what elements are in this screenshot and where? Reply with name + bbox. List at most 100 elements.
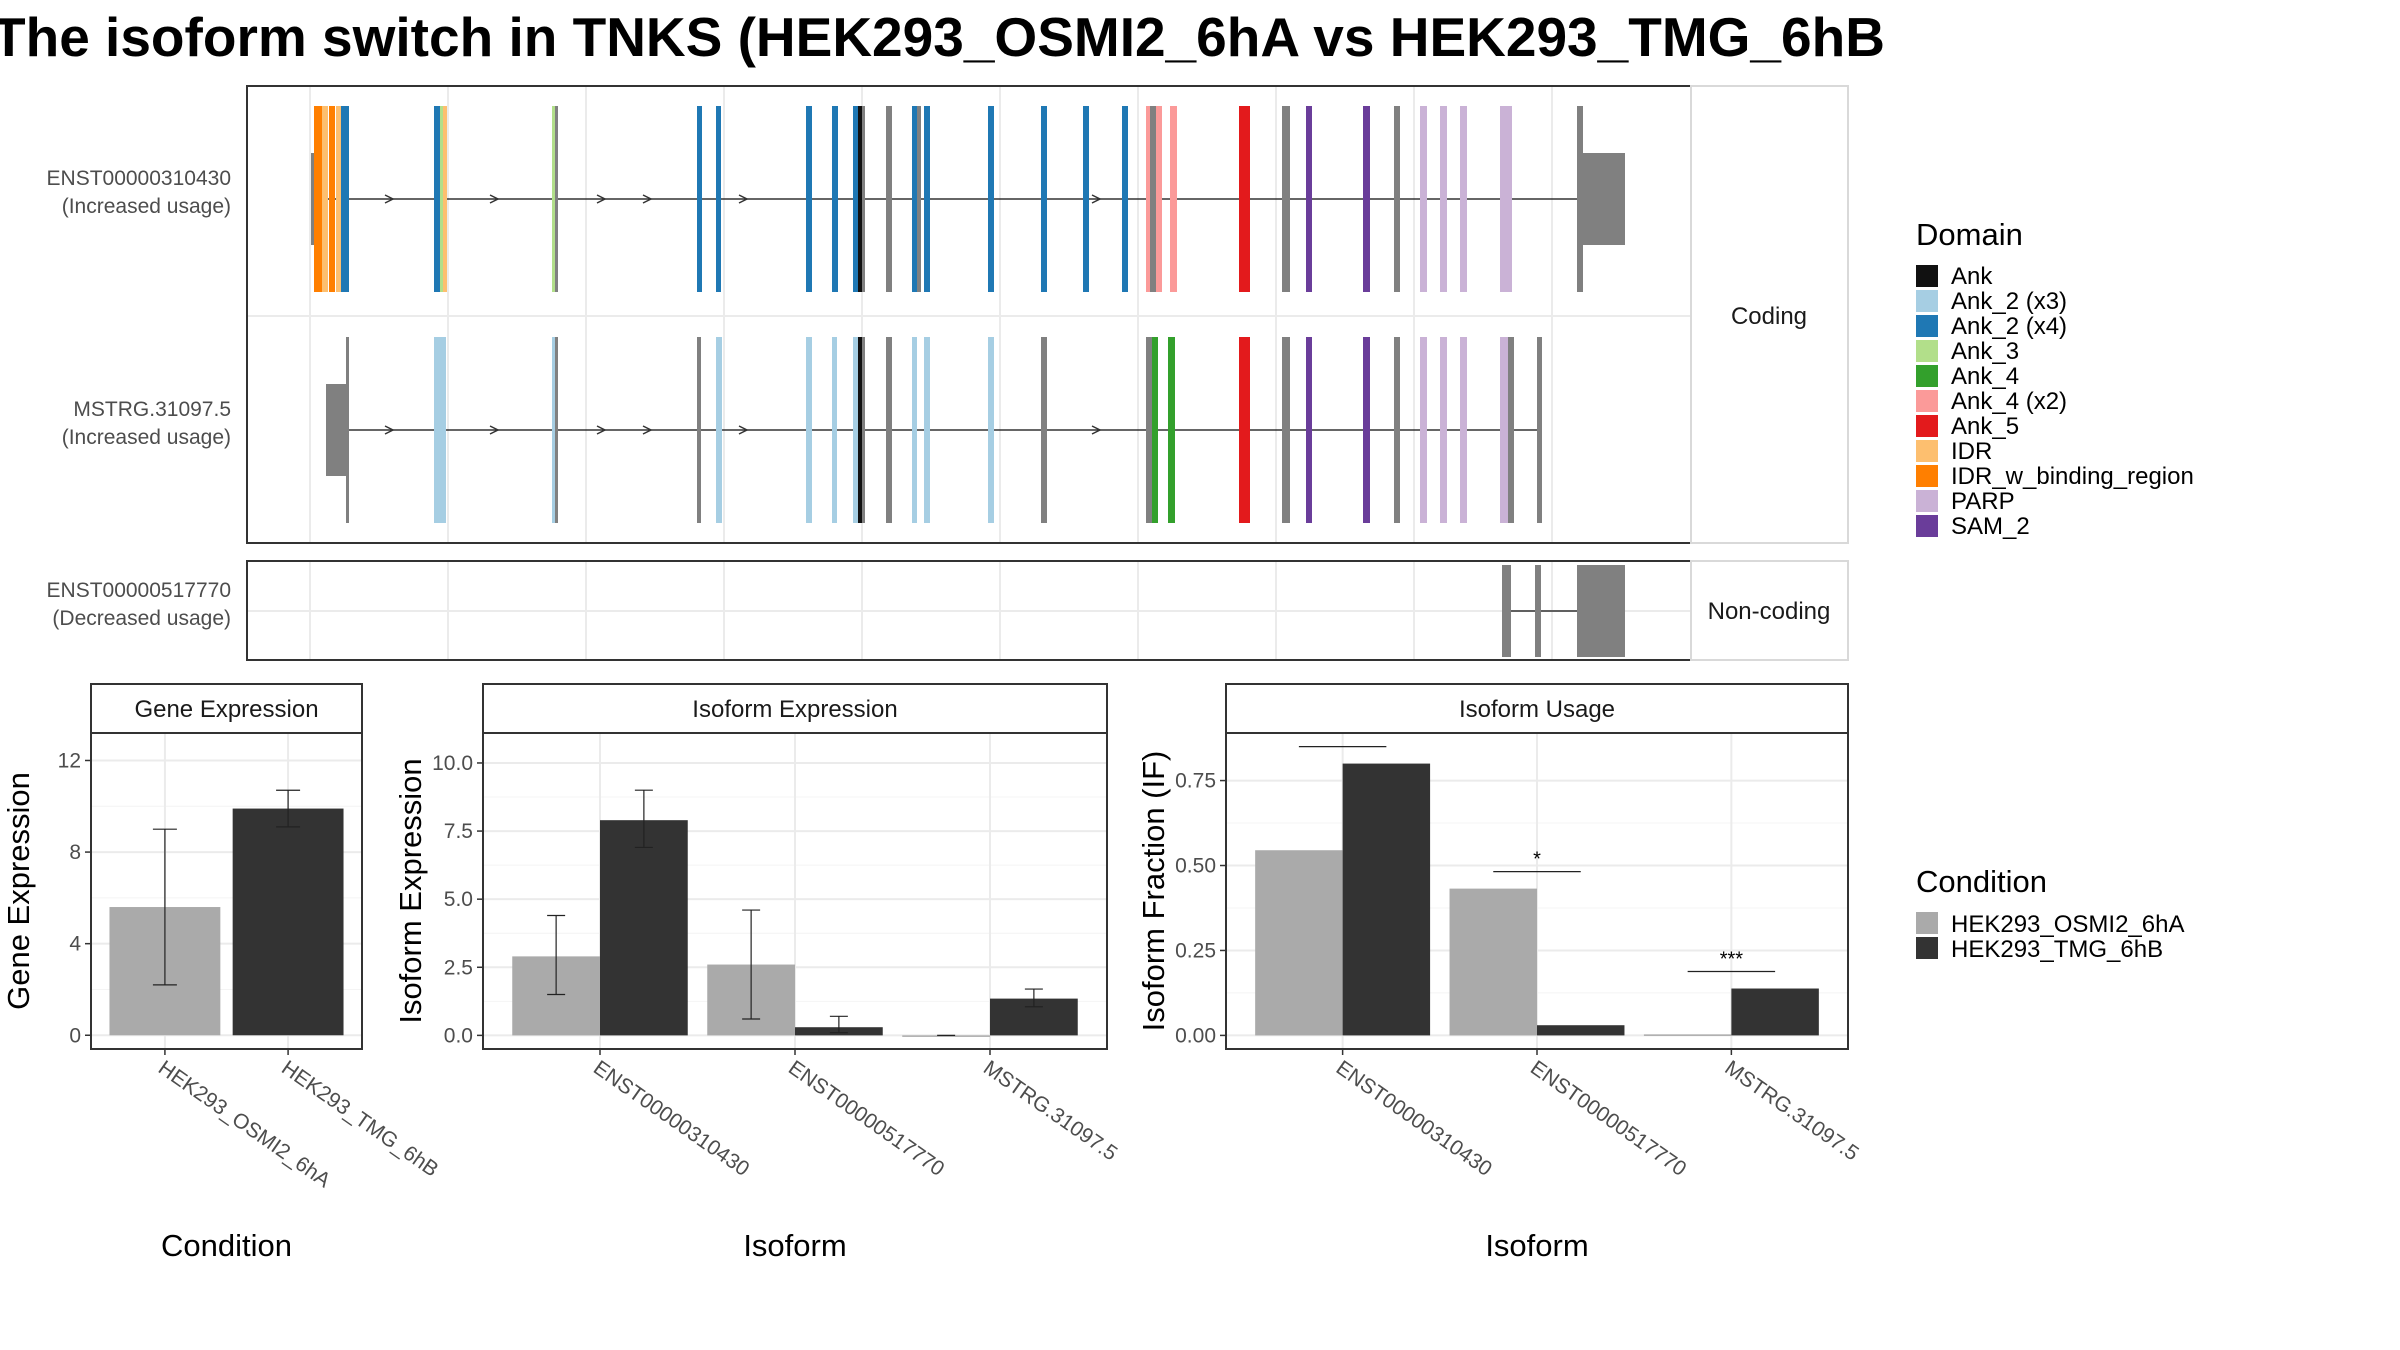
panel-strip-label: Gene Expression bbox=[134, 696, 318, 723]
y-tick-label: 0 bbox=[69, 1024, 81, 1047]
bar bbox=[1731, 988, 1819, 1036]
exon bbox=[1440, 337, 1447, 523]
exon bbox=[862, 337, 865, 523]
exon bbox=[1146, 337, 1152, 523]
exon bbox=[832, 337, 837, 523]
bar bbox=[1449, 888, 1537, 1036]
domain-legend-label: IDR bbox=[1951, 438, 1992, 465]
y-tick-label: 0.75 bbox=[1175, 770, 1216, 793]
exon bbox=[1500, 337, 1508, 523]
exon bbox=[858, 337, 862, 523]
x-axis-title: Isoform bbox=[1485, 1228, 1588, 1263]
y-axis-title: Isoform Expression bbox=[393, 758, 428, 1023]
utr-exon bbox=[1577, 565, 1625, 657]
condition-legend-key-1 bbox=[1916, 912, 1938, 934]
domain-legend-key bbox=[1916, 340, 1938, 362]
exon bbox=[1535, 565, 1541, 657]
exon bbox=[434, 337, 446, 523]
exon bbox=[716, 106, 721, 292]
coding-strip bbox=[1690, 85, 1849, 544]
noncoding-strip-label: Non-coding bbox=[1708, 598, 1831, 625]
exon bbox=[1420, 106, 1427, 292]
x-tick-label: ENST00000517770 bbox=[784, 1056, 948, 1181]
exon bbox=[832, 106, 838, 292]
exon bbox=[853, 106, 858, 292]
bar bbox=[902, 1035, 990, 1037]
exon bbox=[1156, 106, 1162, 292]
x-tick-label: ENST00000310430 bbox=[1332, 1056, 1496, 1181]
exon bbox=[1420, 337, 1427, 523]
condition-legend-title: Condition bbox=[1916, 864, 2047, 899]
transcript-structure-panel: Coding Non-coding ENST00000310430 (Increase… bbox=[47, 85, 1849, 661]
exon bbox=[886, 106, 892, 292]
x-axis-title: Condition bbox=[161, 1228, 292, 1263]
domain-legend-key bbox=[1916, 490, 1938, 512]
domain-legend-key bbox=[1916, 315, 1938, 337]
exon bbox=[1239, 337, 1244, 523]
exon bbox=[552, 337, 557, 523]
transcript-label: ENST00000310430 bbox=[47, 167, 231, 190]
utr-exon bbox=[1583, 153, 1625, 245]
exon bbox=[1394, 106, 1400, 292]
exon bbox=[1363, 106, 1370, 292]
exon bbox=[336, 106, 341, 292]
transcript-sublabel: (Increased usage) bbox=[62, 426, 231, 449]
exon bbox=[853, 337, 858, 523]
exon bbox=[440, 106, 443, 292]
x-tick-label: MSTRG.31097.5 bbox=[979, 1056, 1121, 1165]
panel-strip bbox=[1225, 683, 1849, 734]
exon bbox=[1460, 106, 1467, 292]
domain-legend-key bbox=[1916, 440, 1938, 462]
domain-legend-label: Ank_2 (x3) bbox=[1951, 288, 2067, 315]
intron-arrow bbox=[738, 425, 749, 435]
domain-legend-label: Ank_2 (x4) bbox=[1951, 313, 2067, 340]
x-tick-label: ENST00000517770 bbox=[1526, 1056, 1690, 1181]
y-tick-label: 12 bbox=[58, 749, 81, 772]
exon bbox=[1239, 106, 1244, 292]
bar bbox=[1255, 850, 1343, 1036]
domain-legend-label: SAM_2 bbox=[1951, 513, 2030, 540]
exon bbox=[1122, 106, 1128, 292]
exon bbox=[1502, 565, 1511, 657]
exon bbox=[1282, 337, 1290, 523]
exon bbox=[1282, 106, 1290, 292]
bar bbox=[232, 808, 344, 1036]
domain-legend-key bbox=[1916, 515, 1938, 537]
panel-strip-label: Isoform Usage bbox=[1459, 696, 1615, 723]
exon bbox=[1306, 106, 1312, 292]
exon bbox=[988, 106, 994, 292]
exon bbox=[1460, 337, 1467, 523]
exon bbox=[806, 106, 812, 292]
exon bbox=[1508, 337, 1514, 523]
exon bbox=[1168, 337, 1175, 523]
panel-strip bbox=[90, 683, 363, 734]
intron-arrow bbox=[1091, 425, 1102, 435]
x-tick-label: MSTRG.31097.5 bbox=[1721, 1056, 1863, 1165]
exon bbox=[1537, 337, 1542, 523]
panel-strip-label: Isoform Expression bbox=[692, 696, 897, 723]
utr-exon bbox=[326, 384, 346, 476]
exon bbox=[322, 106, 328, 292]
bar bbox=[1643, 1034, 1732, 1036]
y-tick-label: 7.5 bbox=[444, 820, 473, 843]
exon bbox=[314, 106, 322, 292]
y-tick-label: 2.5 bbox=[444, 956, 473, 979]
exon bbox=[555, 337, 558, 523]
domain-legend-label: Ank_4 (x2) bbox=[1951, 388, 2067, 415]
intron-arrow bbox=[596, 194, 607, 204]
exon bbox=[1440, 106, 1447, 292]
exon bbox=[555, 106, 558, 292]
transcript-sublabel: (Decreased usage) bbox=[52, 607, 231, 630]
noncoding-strip bbox=[1690, 560, 1849, 661]
domain-legend-label: Ank_4 bbox=[1951, 363, 2019, 390]
exon bbox=[346, 337, 349, 523]
intron-arrow bbox=[489, 194, 500, 204]
exon bbox=[552, 106, 557, 292]
exon bbox=[341, 106, 349, 292]
exon bbox=[924, 337, 930, 523]
y-tick-label: 0.00 bbox=[1175, 1024, 1216, 1047]
intron-arrow bbox=[384, 194, 395, 204]
coding-strip-label: Coding bbox=[1731, 303, 1807, 330]
domain-legend-key bbox=[1916, 365, 1938, 387]
